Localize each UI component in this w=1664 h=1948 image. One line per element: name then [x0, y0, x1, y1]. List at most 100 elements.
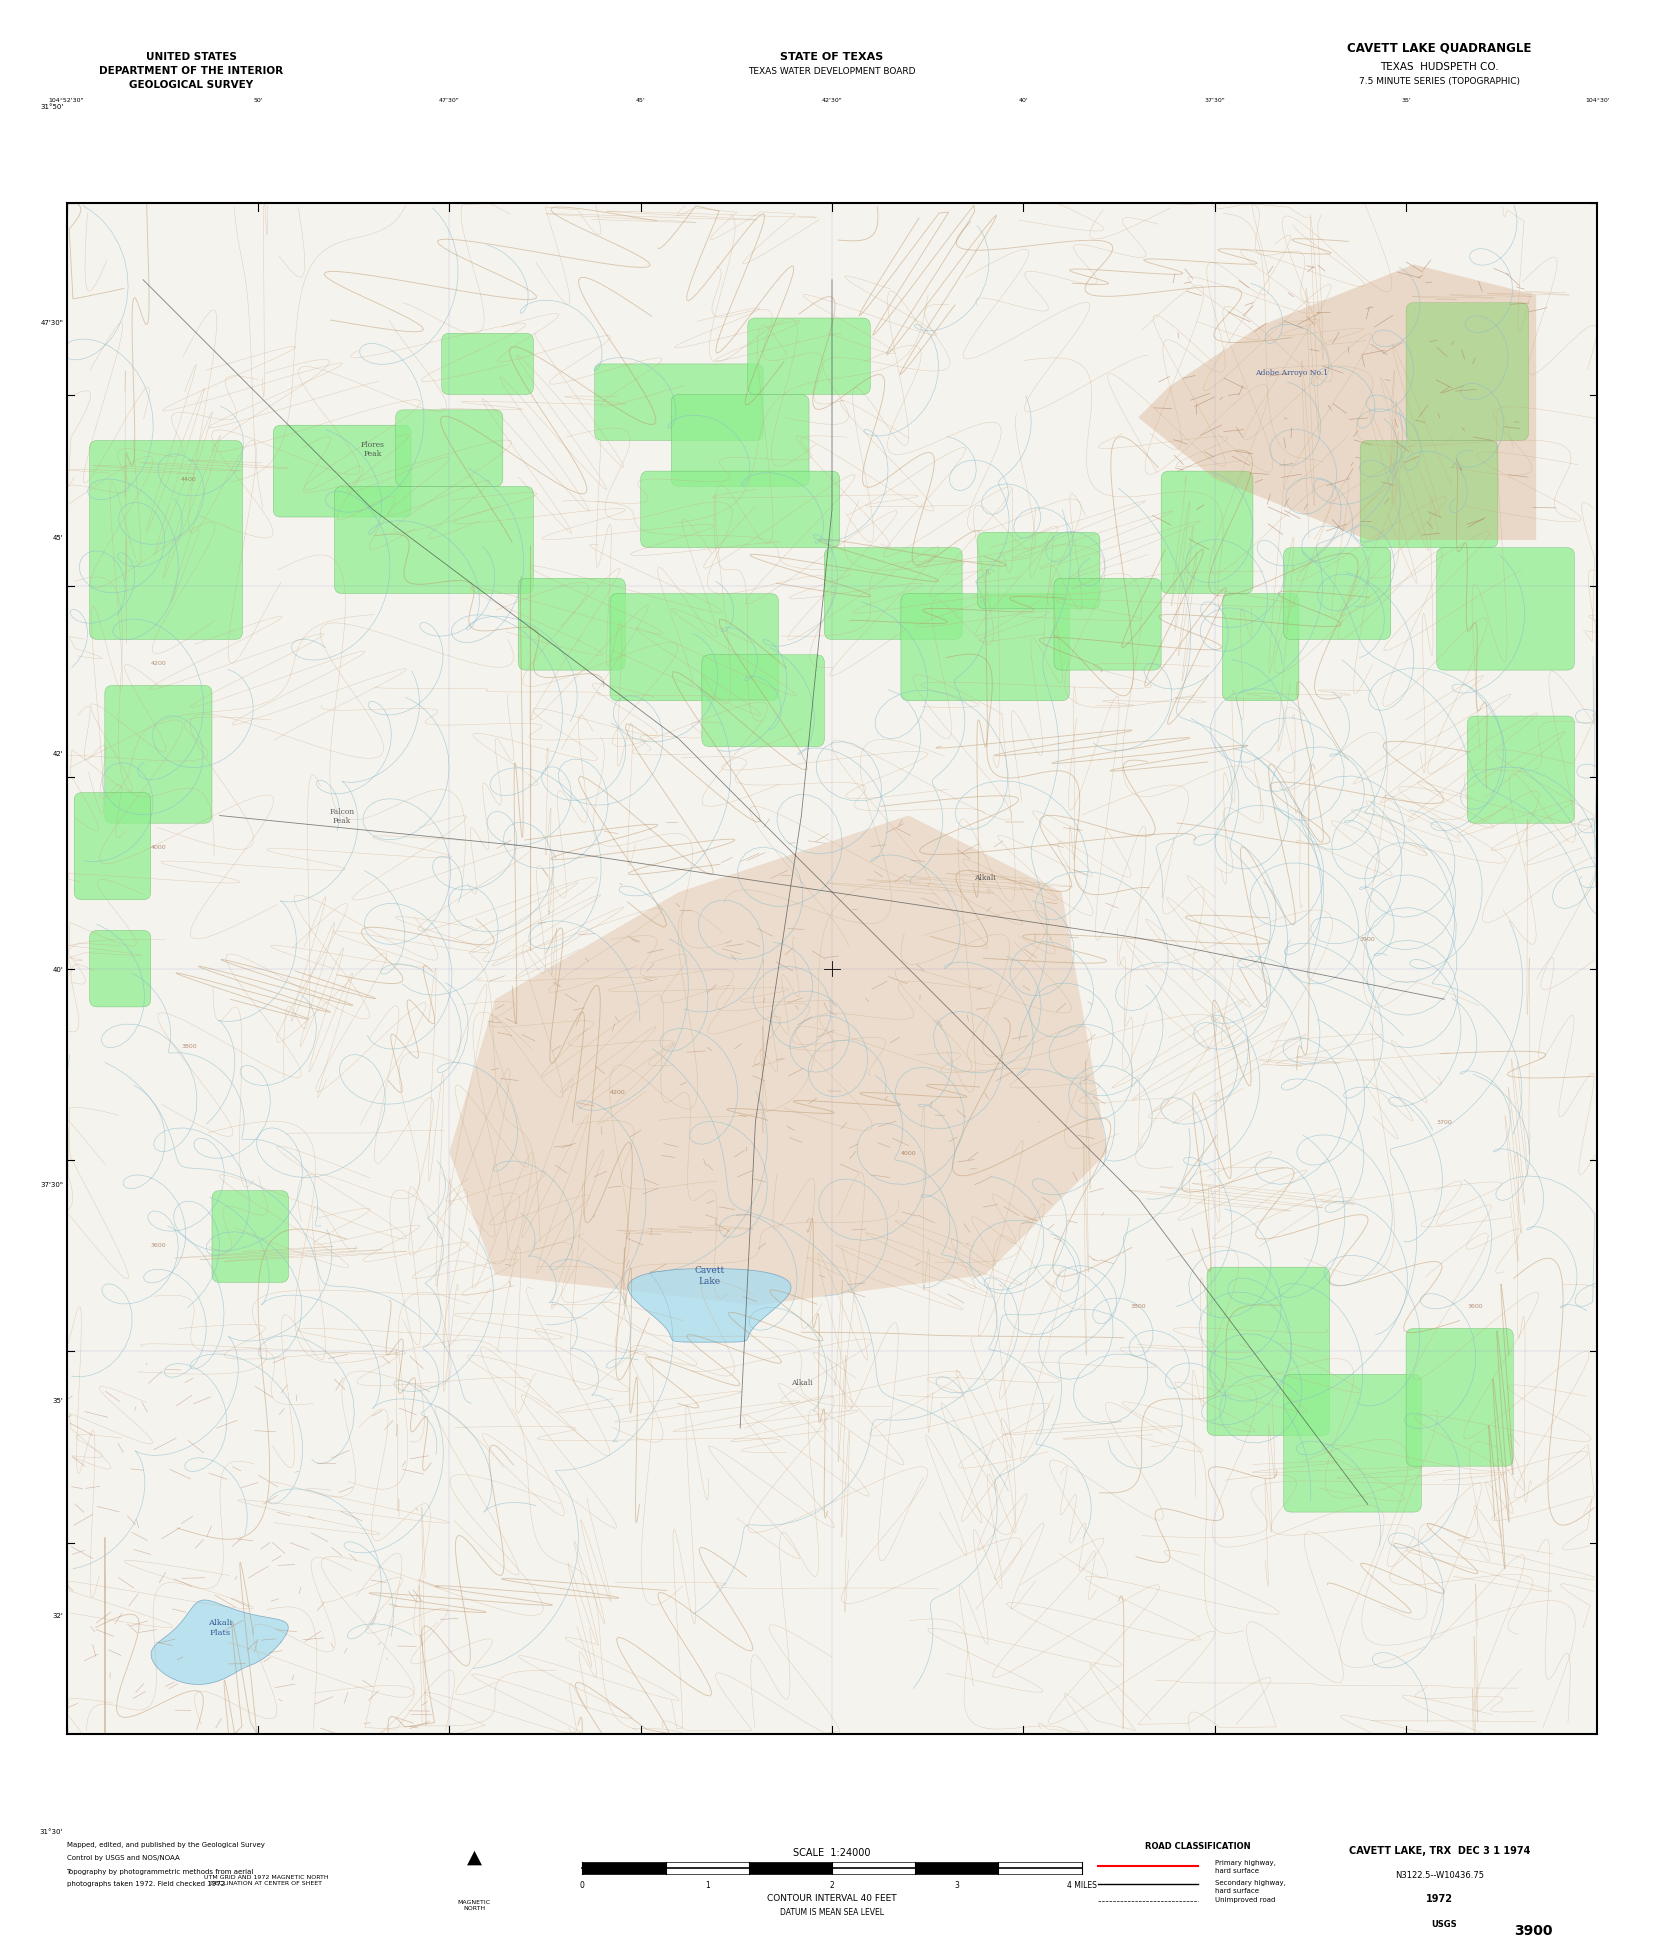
Bar [998, 1862, 1082, 1874]
Text: 2: 2 [830, 1880, 834, 1890]
Text: 7.5 MINUTE SERIES (TOPOGRAPHIC): 7.5 MINUTE SERIES (TOPOGRAPHIC) [1359, 76, 1519, 86]
Polygon shape [449, 816, 1108, 1305]
Text: 4400: 4400 [181, 477, 196, 481]
FancyBboxPatch shape [747, 319, 870, 395]
Text: ROAD CLASSIFICATION: ROAD CLASSIFICATION [1145, 1841, 1251, 1851]
FancyBboxPatch shape [396, 411, 503, 487]
Text: 4200: 4200 [609, 1089, 626, 1095]
Text: 37'30": 37'30" [1205, 97, 1225, 103]
FancyBboxPatch shape [105, 686, 211, 824]
FancyBboxPatch shape [1406, 1329, 1513, 1467]
FancyBboxPatch shape [641, 471, 840, 547]
Text: 35': 35' [1401, 97, 1411, 103]
Bar [666, 1862, 749, 1874]
Text: 42'30": 42'30" [822, 97, 842, 103]
Text: DATUM IS MEAN SEA LEVEL: DATUM IS MEAN SEA LEVEL [780, 1907, 884, 1917]
Text: Alkali: Alkali [975, 873, 995, 880]
Text: USGS: USGS [1431, 1919, 1456, 1929]
FancyBboxPatch shape [594, 364, 764, 442]
Bar [749, 1862, 832, 1874]
Polygon shape [627, 1268, 790, 1342]
Text: 31°30': 31°30' [40, 1827, 63, 1835]
Text: Primary highway,: Primary highway, [1215, 1858, 1276, 1866]
Text: 45': 45' [53, 536, 63, 542]
FancyBboxPatch shape [1206, 1268, 1330, 1436]
Text: GEOLOGICAL SURVEY: GEOLOGICAL SURVEY [130, 80, 253, 90]
Text: CONTOUR INTERVAL 40 FEET: CONTOUR INTERVAL 40 FEET [767, 1893, 897, 1903]
Text: Topography by photogrammetric methods from aerial: Topography by photogrammetric methods fr… [67, 1868, 255, 1874]
Text: ▲: ▲ [466, 1847, 483, 1866]
FancyBboxPatch shape [90, 442, 243, 641]
Text: CAVETT LAKE QUADRANGLE: CAVETT LAKE QUADRANGLE [1348, 41, 1531, 55]
FancyBboxPatch shape [1436, 547, 1574, 670]
Text: 35': 35' [53, 1397, 63, 1403]
Text: UNITED STATES: UNITED STATES [146, 53, 236, 62]
Text: Cavett
Lake: Cavett Lake [694, 1266, 724, 1286]
FancyBboxPatch shape [611, 594, 779, 701]
Bar [832, 1862, 915, 1874]
Text: 1: 1 [706, 1880, 709, 1890]
Polygon shape [1138, 265, 1536, 542]
FancyBboxPatch shape [518, 579, 626, 670]
Text: 40': 40' [1018, 97, 1028, 103]
Text: 42': 42' [53, 750, 63, 756]
Text: Flores
Peak: Flores Peak [361, 440, 384, 458]
Text: 3800: 3800 [181, 1042, 196, 1048]
Text: 3700: 3700 [1436, 1120, 1453, 1124]
FancyBboxPatch shape [1223, 594, 1300, 701]
Text: Mapped, edited, and published by the Geological Survey: Mapped, edited, and published by the Geo… [67, 1841, 265, 1847]
FancyBboxPatch shape [1283, 547, 1391, 641]
FancyBboxPatch shape [1359, 442, 1498, 547]
Text: SCALE  1:24000: SCALE 1:24000 [794, 1847, 870, 1856]
FancyBboxPatch shape [1468, 717, 1574, 824]
Text: Control by USGS and NOS/NOAA: Control by USGS and NOS/NOAA [67, 1854, 180, 1860]
FancyBboxPatch shape [1283, 1375, 1421, 1512]
Text: Adobe Arroyo No.1: Adobe Arroyo No.1 [1255, 368, 1328, 376]
Text: UTM GRID AND 1972 MAGNETIC NORTH
DECLINATION AT CENTER OF SHEET: UTM GRID AND 1972 MAGNETIC NORTH DECLINA… [205, 1874, 328, 1886]
FancyBboxPatch shape [1406, 304, 1529, 442]
Text: 4 MILES: 4 MILES [1067, 1880, 1097, 1890]
FancyBboxPatch shape [900, 594, 1070, 701]
Text: TEXAS WATER DEVELOPMENT BOARD: TEXAS WATER DEVELOPMENT BOARD [749, 66, 915, 76]
FancyBboxPatch shape [90, 931, 151, 1007]
Text: 3: 3 [955, 1880, 958, 1890]
Text: Falcon
Peak: Falcon Peak [329, 808, 354, 824]
Text: TEXAS  HUDSPETH CO.: TEXAS HUDSPETH CO. [1379, 62, 1499, 72]
Text: 3600: 3600 [151, 1243, 166, 1247]
Text: 4000: 4000 [151, 843, 166, 849]
Text: 0: 0 [581, 1880, 584, 1890]
Text: 45': 45' [636, 97, 646, 103]
Bar [915, 1862, 998, 1874]
Text: DEPARTMENT OF THE INTERIOR: DEPARTMENT OF THE INTERIOR [100, 66, 283, 76]
Text: Unimproved road: Unimproved road [1215, 1895, 1275, 1903]
Bar [582, 1862, 666, 1874]
Text: 50': 50' [253, 97, 263, 103]
FancyBboxPatch shape [273, 427, 411, 518]
Text: 3800: 3800 [1130, 1303, 1146, 1309]
Text: 104°52'30": 104°52'30" [48, 97, 85, 103]
Text: Secondary highway,: Secondary highway, [1215, 1878, 1286, 1886]
FancyBboxPatch shape [671, 395, 809, 487]
Text: 47'30": 47'30" [40, 319, 63, 325]
Text: 31°50': 31°50' [40, 103, 63, 111]
Text: 104°30': 104°30' [1586, 97, 1609, 103]
FancyBboxPatch shape [211, 1190, 288, 1284]
Polygon shape [151, 1599, 288, 1685]
Text: hard surface: hard surface [1215, 1886, 1258, 1893]
Text: 40': 40' [53, 966, 63, 972]
FancyBboxPatch shape [702, 655, 824, 748]
FancyBboxPatch shape [977, 534, 1100, 610]
FancyBboxPatch shape [1053, 579, 1161, 670]
Text: 3900: 3900 [1359, 937, 1376, 941]
Text: Alkali: Alkali [790, 1379, 812, 1387]
Text: 37'30": 37'30" [40, 1182, 63, 1188]
Text: 3600: 3600 [1468, 1303, 1483, 1309]
Text: 4200: 4200 [150, 660, 166, 666]
Text: N3122.5--W10436.75: N3122.5--W10436.75 [1394, 1870, 1484, 1880]
Text: STATE OF TEXAS: STATE OF TEXAS [780, 53, 884, 62]
Text: 4000: 4000 [900, 1149, 917, 1155]
Text: photographs taken 1972. Field checked 1972: photographs taken 1972. Field checked 19… [67, 1880, 225, 1886]
FancyBboxPatch shape [441, 335, 534, 395]
Text: 32': 32' [53, 1613, 63, 1619]
FancyBboxPatch shape [334, 487, 534, 594]
